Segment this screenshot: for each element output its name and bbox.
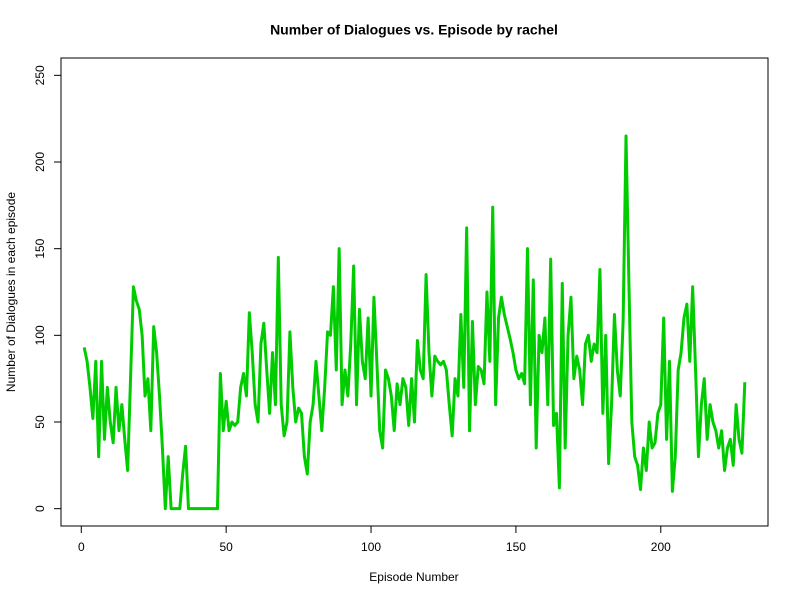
- data-line: [82, 134, 747, 511]
- y-tick-label: 0: [33, 505, 47, 512]
- x-tick-label: 0: [78, 540, 85, 554]
- y-axis-label: Number of Dialogues in each episode: [4, 192, 18, 392]
- y-tick-label: 250: [33, 65, 47, 85]
- x-axis-label: Episode Number: [369, 570, 458, 584]
- x-tick-label: 150: [506, 540, 526, 554]
- y-tick-label: 200: [33, 152, 47, 172]
- x-tick-label: 200: [651, 540, 671, 554]
- y-tick-label: 100: [33, 325, 47, 345]
- y-tick-label: 50: [33, 415, 47, 429]
- chart-title: Number of Dialogues vs. Episode by rache…: [270, 22, 558, 38]
- y-tick-label: 150: [33, 238, 47, 258]
- x-tick-label: 50: [219, 540, 233, 554]
- x-tick-label: 100: [361, 540, 381, 554]
